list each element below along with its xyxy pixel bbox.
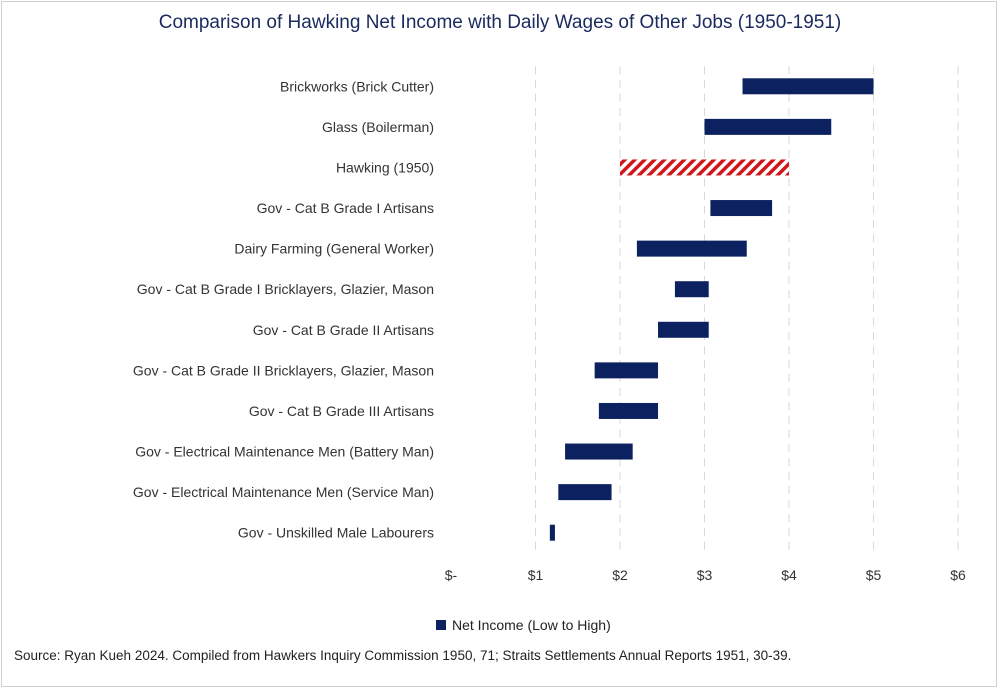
- x-tick-label: $5: [866, 567, 882, 583]
- category-label: Gov - Cat B Grade III Artisans: [249, 403, 434, 419]
- bar: [594, 362, 659, 379]
- category-label: Gov - Electrical Maintenance Men (Batter…: [135, 444, 434, 460]
- x-tick-label: $3: [697, 567, 713, 583]
- legend-swatch: [436, 620, 446, 630]
- bar: [598, 402, 659, 419]
- category-label: Glass (Boilerman): [322, 119, 434, 135]
- category-label: Gov - Cat B Grade I Artisans: [257, 200, 434, 216]
- category-label: Gov - Electrical Maintenance Men (Servic…: [133, 484, 434, 500]
- x-tick-label: $1: [528, 567, 544, 583]
- legend-label: Net Income (Low to High): [452, 617, 611, 633]
- category-label: Gov - Unskilled Male Labourers: [238, 525, 434, 541]
- bar: [742, 78, 874, 95]
- category-label: Gov - Cat B Grade II Bricklayers, Glazie…: [133, 362, 434, 378]
- bar: [658, 321, 709, 338]
- x-tick-label: $2: [612, 567, 628, 583]
- x-tick-label: $6: [950, 567, 966, 583]
- category-label: Hawking (1950): [336, 159, 434, 175]
- chart-legend: Net Income (Low to High): [436, 617, 611, 633]
- category-label: Dairy Farming (General Worker): [234, 241, 434, 257]
- bar: [620, 159, 789, 176]
- chart-title: Comparison of Hawking Net Income with Da…: [158, 12, 842, 33]
- x-tick-label: $-: [445, 567, 458, 583]
- bar: [674, 281, 709, 298]
- category-label: Gov - Cat B Grade II Artisans: [253, 322, 434, 338]
- bar: [710, 200, 773, 217]
- x-tick-label: $4: [781, 567, 797, 583]
- category-label: Gov - Cat B Grade I Bricklayers, Glazier…: [137, 281, 434, 297]
- source-note: Source: Ryan Kueh 2024. Compiled from Ha…: [14, 648, 792, 663]
- bar: [549, 524, 555, 541]
- bar: [558, 484, 612, 501]
- chart-plot: Brickworks (Brick Cutter) Glass (Boilerma…: [133, 66, 966, 583]
- category-label: Brickworks (Brick Cutter): [280, 78, 434, 94]
- bar: [704, 118, 832, 135]
- bar: [565, 443, 633, 460]
- bar: [636, 240, 747, 257]
